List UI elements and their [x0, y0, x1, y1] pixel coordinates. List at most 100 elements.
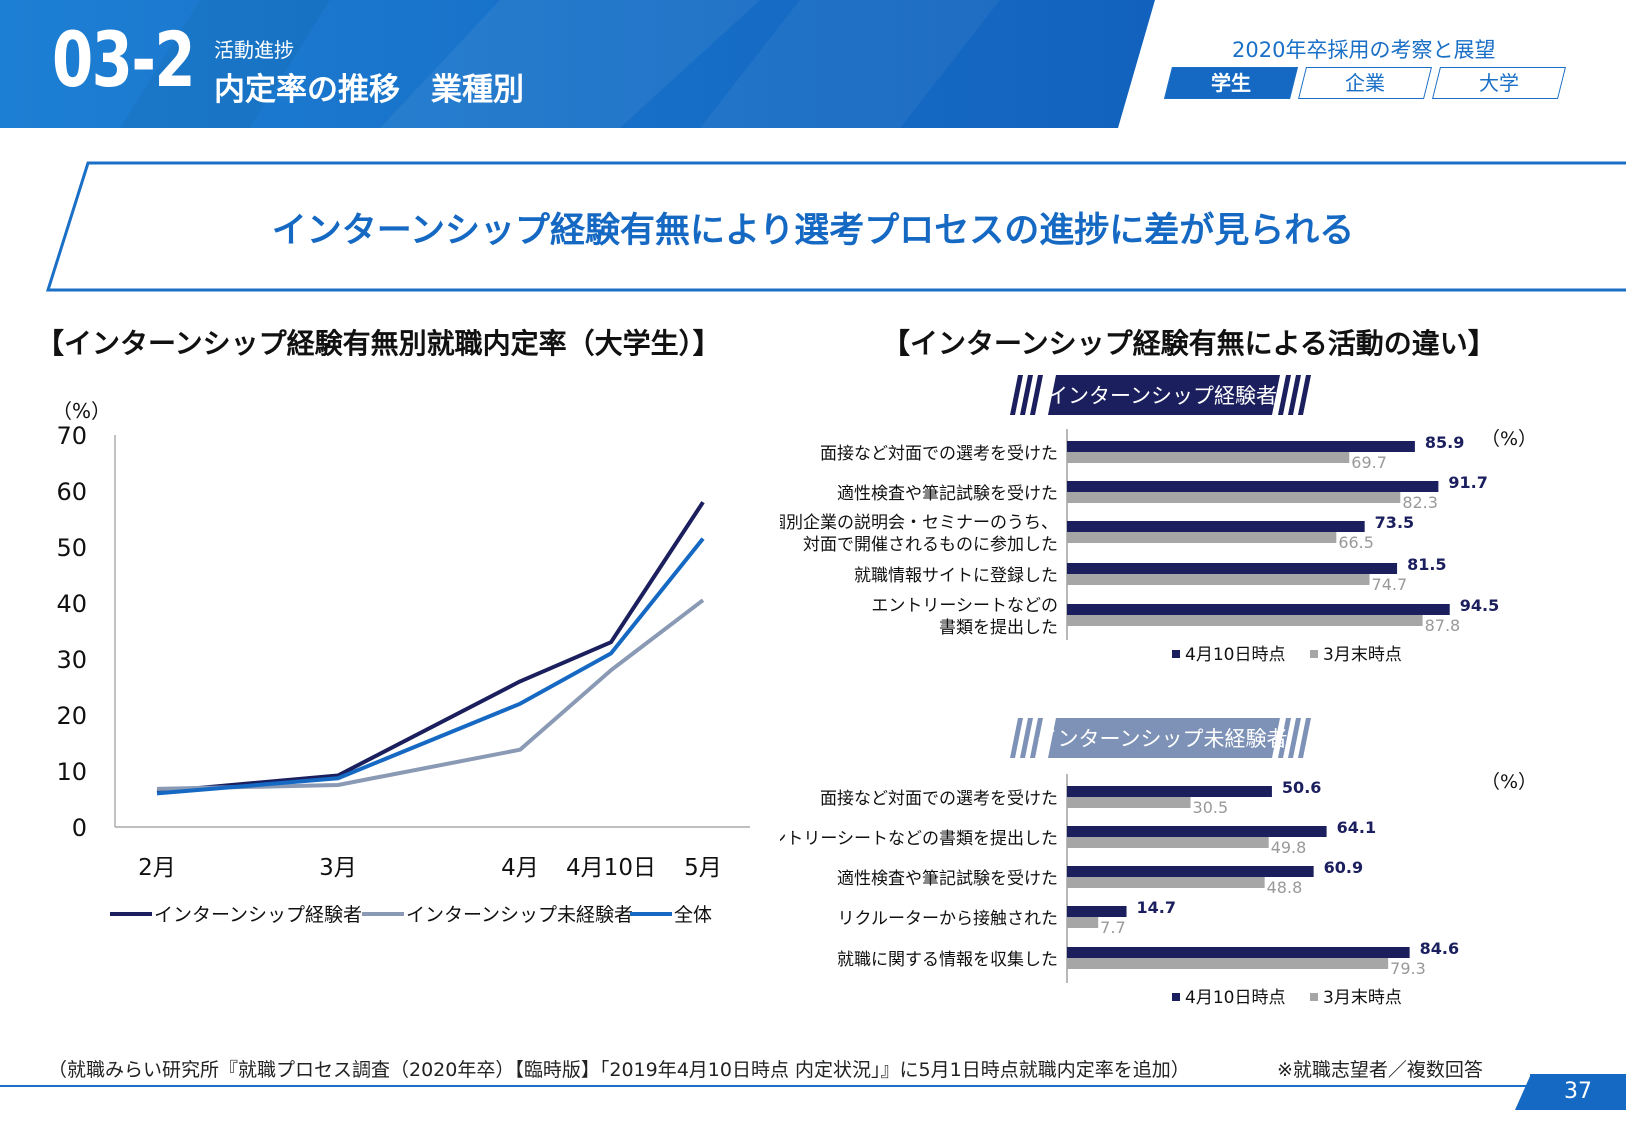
headline: インターンシップ経験有無により選考プロセスの進捗に差が見られる [271, 211, 1355, 251]
category-label: エントリーシートなどの [871, 596, 1058, 616]
left-chart-title: 【インターンシップ経験有無別就職内定率（大学生）】 [36, 327, 721, 360]
value-label-march-end: 69.7 [1351, 453, 1387, 472]
value-label-march-end: 48.8 [1267, 878, 1303, 897]
panel-title-banner [1010, 718, 1311, 758]
legend-label: 3月末時点 [1323, 645, 1402, 665]
bar-april10 [1067, 947, 1410, 958]
category-label: 就職情報サイトに登録した [854, 566, 1058, 586]
value-label-march-end: 30.5 [1193, 798, 1229, 817]
page-number: 37 [1530, 1074, 1626, 1110]
category-label: 就職に関する情報を収集した [837, 950, 1058, 970]
source-note: （就職みらい研究所『就職プロセス調査（2020年卒）【臨時版】「2019年4月1… [48, 1059, 1190, 1081]
banner-stripe [1030, 718, 1043, 758]
value-label-april10: 81.5 [1407, 555, 1446, 574]
bar-april10 [1067, 481, 1439, 492]
bar-april10 [1067, 563, 1398, 574]
value-label-march-end: 49.8 [1271, 838, 1307, 857]
bar-march-end [1067, 615, 1423, 626]
category-label: 適性検査や筆記試験を受けた [837, 484, 1058, 504]
value-label-april10: 14.7 [1137, 898, 1176, 917]
value-label-april10: 60.9 [1324, 858, 1363, 877]
banner-stripe [1298, 375, 1311, 415]
unit-label: （%） [1481, 771, 1537, 793]
category-label: 書類を提出した [939, 618, 1058, 638]
value-label-april10: 64.1 [1337, 818, 1376, 837]
value-label-march-end: 87.8 [1425, 616, 1461, 635]
header-banner [0, 0, 1155, 128]
banner-stripe [1030, 375, 1043, 415]
y-tick-label: 70 [56, 422, 87, 450]
bar-march-end [1067, 452, 1350, 463]
x-tick-label: 5月 [684, 855, 722, 881]
bar-april10 [1067, 441, 1415, 452]
legend-label: 3月末時点 [1323, 988, 1402, 1008]
bar-march-end [1067, 797, 1191, 808]
legend-label: インターンシップ未経験者 [406, 904, 633, 926]
category-label: 適性検査や筆記試験を受けた [837, 869, 1058, 889]
x-tick-label: 4月 [501, 855, 539, 881]
value-label-april10: 94.5 [1460, 596, 1499, 615]
bar-march-end [1067, 837, 1269, 848]
response-note: ※就職志望者／複数回答 [1277, 1059, 1483, 1081]
bar-april10 [1067, 786, 1272, 797]
category-label: リクルーターから接触された [838, 909, 1059, 929]
banner-stripe [1010, 375, 1023, 415]
x-tick-label: 3月 [319, 855, 357, 881]
y-tick-label: 20 [56, 702, 87, 730]
section-number: 03-2 [52, 15, 196, 104]
headline-frame [45, 161, 1626, 292]
value-label-march-end: 7.7 [1100, 918, 1125, 937]
series-line-1 [156, 501, 705, 794]
legend-swatch [1310, 993, 1318, 1001]
footer-divider [0, 1085, 1530, 1087]
bar-april10 [1067, 826, 1327, 837]
legend-label: 4月10日時点 [1185, 645, 1285, 665]
legend-swatch [1172, 993, 1180, 1001]
y-tick-label: 60 [56, 478, 87, 506]
bar-march-end [1067, 917, 1099, 928]
banner-stripe [1020, 718, 1033, 758]
bar-april10 [1067, 866, 1314, 877]
tab-label: 大学 [1479, 71, 1519, 95]
x-tick-label: 4月10日 [566, 855, 656, 881]
banner-stripe [1288, 718, 1301, 758]
value-label-april10: 84.6 [1420, 939, 1459, 958]
unit-label: （%） [1481, 428, 1537, 450]
category-label: 面接など対面での選考を受けた [820, 444, 1058, 464]
section-subtitle: 活動進捗 [214, 38, 294, 62]
y-tick-label: 40 [56, 590, 87, 618]
panel-title-banner [1010, 375, 1311, 415]
bar-march-end [1067, 574, 1370, 585]
value-label-april10: 91.7 [1448, 473, 1487, 492]
legend-label: インターンシップ経験者 [154, 904, 362, 926]
y-tick-label: 10 [56, 758, 87, 786]
tab-student[interactable]: 学生 [1164, 67, 1298, 99]
category-label: 対面で開催されるものに参加した [803, 535, 1058, 555]
y-tick-label: 50 [56, 534, 87, 562]
legend-swatch [1172, 650, 1180, 658]
panel-title: インターンシップ未経験者 [1037, 727, 1288, 751]
bar-march-end [1067, 958, 1389, 969]
value-label-march-end: 74.7 [1372, 575, 1408, 594]
section-title: 内定率の推移 業種別 [214, 72, 524, 108]
tab-university[interactable]: 大学 [1432, 67, 1566, 99]
banner-stripe [1298, 718, 1311, 758]
tab-company[interactable]: 企業 [1298, 67, 1432, 99]
value-label-april10: 85.9 [1425, 433, 1464, 452]
tab-label: 学生 [1211, 71, 1251, 95]
tab-label: 企業 [1345, 71, 1385, 95]
x-tick-label: 2月 [138, 855, 176, 881]
value-label-march-end: 66.5 [1338, 533, 1374, 552]
bar-april10 [1067, 906, 1127, 917]
banner-stripe [1010, 718, 1023, 758]
banner-body [1048, 375, 1280, 415]
right-chart-title: 【インターンシップ経験有無による活動の違い】 [882, 327, 1496, 360]
bar-april10 [1067, 521, 1365, 532]
bar-march-end [1067, 532, 1337, 543]
series-title: 2020年卒採用の考察と展望 [1232, 38, 1496, 62]
y-tick-label: 0 [72, 814, 87, 842]
page-number-tab [1515, 1074, 1531, 1110]
banner-stripe [1020, 375, 1033, 415]
value-label-april10: 73.5 [1375, 513, 1414, 532]
legend-swatch [1310, 650, 1318, 658]
